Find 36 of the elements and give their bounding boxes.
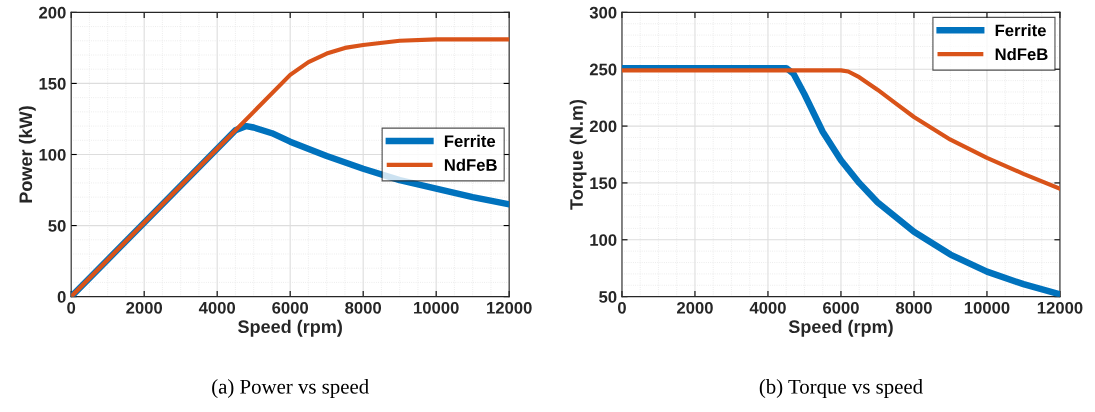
y-axis-title: Torque (N.m): [569, 99, 587, 210]
legend-label: NdFeB: [995, 47, 1048, 61]
y-tick-label: 200: [39, 6, 66, 19]
y-tick-label: 100: [39, 148, 66, 161]
x-tick-label: 0: [617, 301, 626, 314]
x-tick-label: 8000: [895, 301, 932, 314]
x-tick-label: 4000: [198, 301, 236, 314]
legend-label: Ferrite: [444, 134, 496, 148]
legend-label: NdFeB: [444, 158, 497, 171]
y-axis-title: Power (kW): [18, 106, 36, 203]
x-tick-label: 4000: [749, 301, 786, 314]
y-tick-label: 150: [39, 77, 66, 90]
line-series: [621, 68, 1060, 191]
x-tick-label: 12000: [487, 301, 532, 314]
y-tick-label: 50: [599, 291, 617, 303]
y-tick-label: 150: [590, 177, 617, 190]
x-tick-label: 10000: [964, 301, 1010, 314]
x-tick-label: 8000: [345, 301, 382, 314]
y-tick-label: 50: [48, 219, 66, 232]
x-tick-label: 0: [67, 301, 76, 314]
y-tick-label: 0: [57, 291, 66, 303]
x-axis-title: Speed (rpm): [788, 319, 893, 337]
y-tick-label: 300: [589, 6, 617, 19]
y-tick-label: 100: [590, 234, 617, 246]
x-tick-label: 10000: [414, 301, 459, 314]
y-tick-label: 250: [589, 63, 617, 76]
text: (b) Torque vs speed: [759, 379, 923, 398]
text: (a) Power vs speed: [212, 379, 369, 398]
x-tick-label: 12000: [1037, 301, 1083, 314]
x-tick-label: 6000: [823, 301, 859, 314]
x-axis-title: Speed (rpm): [238, 319, 342, 337]
x-tick-label: 2000: [126, 301, 163, 314]
x-tick-label: 6000: [272, 301, 309, 314]
x-tick-label: 2000: [677, 301, 713, 314]
y-tick-label: 200: [589, 120, 617, 133]
legend-label: Ferrite: [995, 24, 1046, 37]
